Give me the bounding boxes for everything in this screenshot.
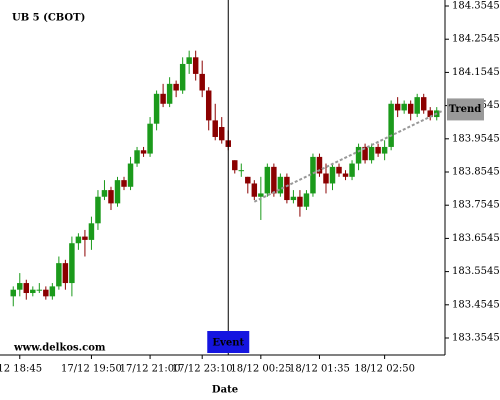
candle-body: [43, 289, 49, 297]
candle-body: [134, 150, 140, 164]
watermark: www.delkos.com: [13, 343, 106, 354]
chart-title: UB 5 (CBOT): [12, 13, 85, 24]
candle-body: [375, 146, 381, 154]
y-tick-label: 183.4545: [452, 299, 500, 310]
x-tick-label: 17/12 21:00: [120, 364, 181, 375]
candle-body: [342, 173, 349, 177]
plot-area: [10, 50, 440, 307]
candle-body: [199, 73, 205, 91]
candle-body: [303, 193, 310, 207]
candle-body: [336, 166, 342, 174]
y-tick-label: 183.9545: [452, 133, 500, 144]
candle-body: [192, 57, 199, 74]
y-tick-label: 183.6545: [452, 233, 500, 244]
candle-body: [388, 103, 394, 147]
candle-body: [264, 166, 271, 194]
candle-body: [36, 289, 43, 291]
x-tick-label: 17/12 23:10: [172, 364, 233, 375]
candle-body: [121, 180, 127, 187]
candle-body: [297, 196, 303, 207]
candle-body: [407, 103, 414, 114]
candle-body: [108, 190, 114, 204]
event-box: [207, 331, 250, 353]
candle-body: [212, 120, 218, 137]
x-tick-label: 17/12 19:50: [61, 364, 122, 375]
candle-body: [245, 176, 251, 184]
y-tick-label: 184.1545: [452, 67, 500, 78]
x-axis-label: Date: [212, 385, 238, 396]
y-tick-label: 183.8545: [452, 167, 500, 178]
candle-body: [23, 283, 30, 294]
trend-label: Trend: [449, 104, 482, 115]
candle-body: [75, 236, 82, 244]
x-tick-label: 12 18:45: [0, 364, 42, 375]
candle-body: [186, 57, 192, 64]
candle-body: [114, 180, 121, 204]
candle-body: [290, 196, 297, 201]
candle-body: [173, 83, 179, 91]
y-tick-label: 183.3545: [452, 333, 500, 344]
candle-body: [82, 236, 88, 240]
candle-body: [427, 110, 433, 118]
candle-body: [414, 97, 420, 114]
candle-body: [323, 173, 329, 184]
candle-body: [316, 156, 323, 174]
candle-body: [127, 163, 134, 187]
candle-body: [381, 146, 388, 154]
candle-body: [101, 190, 108, 197]
candle-body: [284, 176, 290, 201]
candle-body: [368, 146, 375, 161]
candle-body: [394, 103, 401, 111]
candle-body: [10, 289, 16, 297]
trend-box: [447, 98, 484, 121]
candle-body: [362, 146, 368, 161]
candle-body: [310, 156, 316, 194]
candle-body: [56, 263, 62, 287]
x-tick-label: 18/12 02:50: [354, 364, 415, 375]
candle-body: [62, 263, 69, 284]
candle-body: [153, 93, 160, 124]
candle-body: [420, 97, 427, 111]
candle-body: [329, 166, 336, 184]
candle-body: [140, 150, 147, 154]
candle-body: [179, 63, 186, 91]
candle-body: [166, 83, 173, 104]
candle-body: [147, 123, 153, 154]
candle-body: [401, 103, 407, 111]
candle-body: [258, 193, 264, 197]
candle-body: [232, 160, 238, 171]
candle-body: [17, 283, 23, 290]
candle-body: [95, 196, 101, 224]
candle-body: [349, 163, 355, 177]
event-label: Event: [212, 338, 244, 349]
y-tick-label: 184.2545: [452, 34, 500, 45]
candle-body: [69, 243, 75, 284]
candle-body: [251, 183, 258, 197]
candle-body: [30, 289, 36, 294]
y-tick-label: 184.3545: [452, 1, 500, 12]
candle-body: [355, 146, 362, 164]
candle-body: [160, 93, 166, 104]
candle-body: [219, 127, 225, 141]
candle-body: [277, 176, 284, 194]
candle-body: [271, 166, 277, 194]
candle-body: [88, 223, 95, 240]
x-tick-label: 18/12 01:35: [289, 364, 350, 375]
y-tick-label: 183.7545: [452, 200, 500, 211]
x-tick-label: 18/12 00:25: [230, 364, 291, 375]
candle-body: [49, 286, 56, 297]
y-tick-label: 183.5545: [452, 266, 500, 277]
candle-body: [238, 170, 245, 172]
candle-body: [205, 90, 212, 121]
